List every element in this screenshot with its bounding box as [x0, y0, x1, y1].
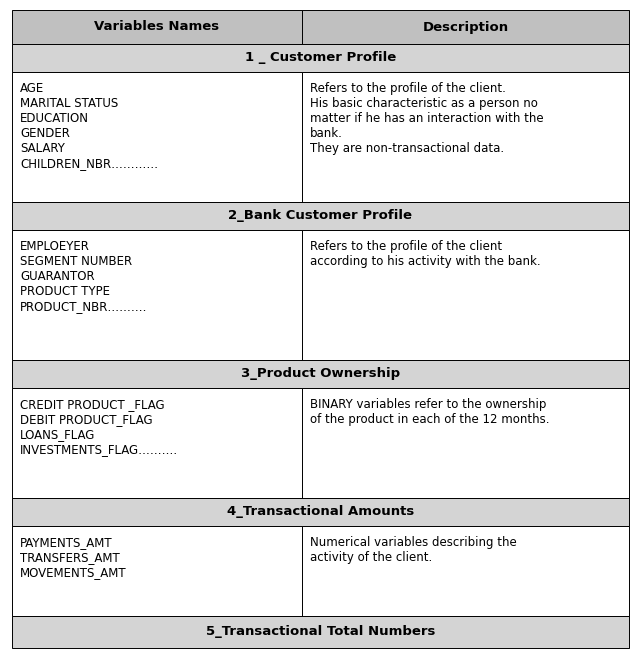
Bar: [302, 230, 629, 360]
Bar: [12, 10, 302, 44]
Text: EMPLOEYER
SEGMENT NUMBER
GUARANTOR
PRODUCT TYPE
PRODUCT_NBR……….: EMPLOEYER SEGMENT NUMBER GUARANTOR PRODU…: [20, 240, 147, 313]
Text: 2_Bank Customer Profile: 2_Bank Customer Profile: [228, 209, 413, 223]
Text: Variables Names: Variables Names: [94, 21, 220, 34]
Bar: [12, 72, 302, 202]
Text: Refers to the profile of the client.
His basic characteristic as a person no
mat: Refers to the profile of the client. His…: [310, 82, 544, 155]
Bar: [12, 498, 629, 526]
Text: BINARY variables refer to the ownership
of the product in each of the 12 months.: BINARY variables refer to the ownership …: [310, 398, 549, 426]
Text: AGE
MARITAL STATUS
EDUCATION
GENDER
SALARY
CHILDREN_NBR…………: AGE MARITAL STATUS EDUCATION GENDER SALA…: [20, 82, 158, 170]
Text: Refers to the profile of the client
according to his activity with the bank.: Refers to the profile of the client acco…: [310, 240, 540, 268]
Text: 5_Transactional Total Numbers: 5_Transactional Total Numbers: [206, 625, 435, 639]
Bar: [12, 230, 302, 360]
Text: 3_Product Ownership: 3_Product Ownership: [241, 368, 400, 380]
Text: Description: Description: [422, 21, 508, 34]
Text: Numerical variables describing the
activity of the client.: Numerical variables describing the activ…: [310, 536, 517, 564]
Bar: [12, 388, 302, 498]
Text: 1 _ Customer Profile: 1 _ Customer Profile: [245, 52, 396, 64]
Bar: [12, 44, 629, 72]
Bar: [12, 526, 302, 616]
Text: 4_Transactional Amounts: 4_Transactional Amounts: [227, 505, 414, 519]
Bar: [302, 72, 629, 202]
Text: PAYMENTS_AMT
TRANSFERS_AMT
MOVEMENTS_AMT: PAYMENTS_AMT TRANSFERS_AMT MOVEMENTS_AMT: [20, 536, 127, 579]
Bar: [302, 10, 629, 44]
Bar: [12, 616, 629, 648]
Bar: [302, 388, 629, 498]
Text: CREDIT PRODUCT _FLAG
DEBIT PRODUCT_FLAG
LOANS_FLAG
INVESTMENTS_FLAG……….: CREDIT PRODUCT _FLAG DEBIT PRODUCT_FLAG …: [20, 398, 178, 456]
Bar: [12, 202, 629, 230]
Bar: [302, 526, 629, 616]
Bar: [12, 360, 629, 388]
